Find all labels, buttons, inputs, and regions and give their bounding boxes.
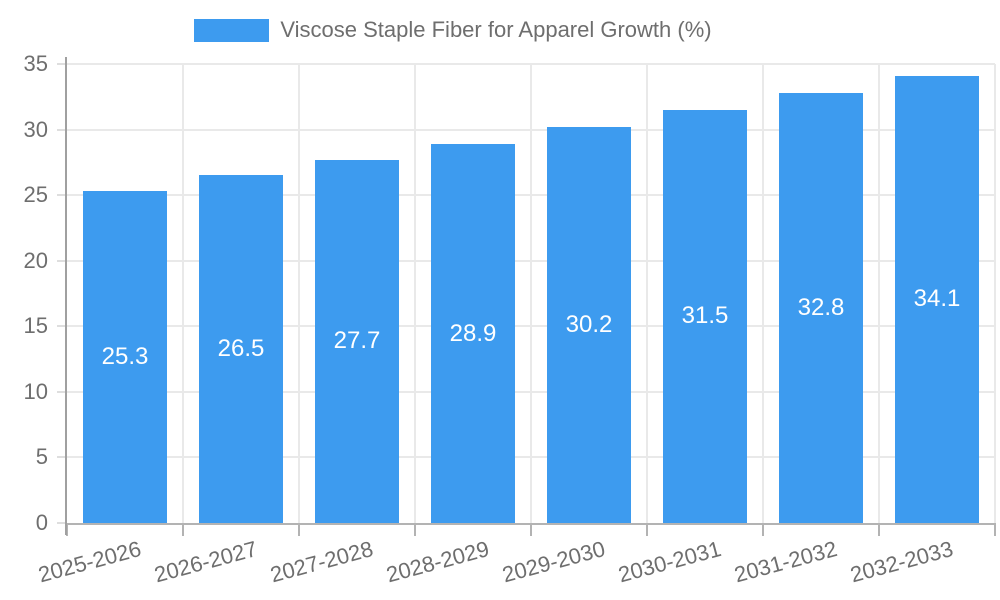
x-axis-tick — [298, 523, 300, 536]
x-tick-label: 2030-2031 — [615, 536, 724, 588]
x-axis-labels: 2025-2026 2026-2027 2027-2028 2028-2029 2029… — [35, 536, 995, 600]
bar[interactable]: 32.8 — [779, 92, 863, 523]
bar-value-label: 25.3 — [101, 343, 149, 371]
y-axis-line — [65, 57, 67, 535]
x-tick-label: 2026-2027 — [151, 536, 260, 588]
gridline-vertical — [530, 64, 532, 523]
y-axis-tick — [57, 63, 67, 65]
x-axis-tick — [530, 523, 532, 536]
y-axis-tick — [57, 259, 67, 262]
x-axis-tick — [878, 523, 880, 536]
y-axis-tick — [57, 390, 67, 393]
x-tick-label: 2032-2033 — [847, 536, 956, 588]
y-tick-label: 30 — [23, 116, 48, 142]
gridline-vertical — [878, 64, 880, 523]
bar[interactable]: 25.3 — [83, 191, 167, 523]
bar-value-label: 26.5 — [217, 335, 265, 363]
y-axis-tick — [57, 456, 67, 459]
y-tick-label: 15 — [23, 313, 48, 339]
x-axis-tick — [182, 523, 184, 536]
bar-value-label: 32.8 — [797, 293, 845, 321]
plot-area: 25.3 26.5 27.7 28.9 30.2 31.5 32.8 34.1 — [57, 57, 996, 536]
y-axis-tick — [57, 522, 67, 524]
bar[interactable]: 26.5 — [199, 175, 283, 523]
gridline-vertical — [414, 64, 416, 523]
y-tick-label: 5 — [35, 444, 48, 470]
x-tick-label: 2025-2026 — [35, 536, 144, 588]
bar[interactable]: 30.2 — [547, 126, 631, 523]
bar[interactable]: 27.7 — [315, 159, 399, 523]
bar-value-label: 31.5 — [681, 302, 729, 330]
y-axis-tick — [57, 128, 67, 131]
x-tick-label: 2029-2030 — [499, 536, 608, 588]
bar-value-label: 34.1 — [913, 285, 961, 313]
y-tick-label: 10 — [23, 378, 48, 404]
bar[interactable]: 31.5 — [663, 109, 747, 523]
legend[interactable]: Viscose Staple Fiber for Apparel Growth … — [0, 15, 906, 45]
x-tick-label: 2031-2032 — [731, 536, 840, 588]
bar[interactable]: 34.1 — [895, 75, 979, 523]
x-axis-tick — [66, 523, 68, 536]
y-tick-label: 0 — [35, 510, 48, 535]
bar-value-label: 27.7 — [333, 327, 381, 355]
legend-swatch — [194, 18, 270, 42]
y-axis-tick — [57, 325, 67, 328]
bar-value-label: 28.9 — [449, 319, 497, 347]
gridline-vertical — [762, 64, 764, 523]
x-axis-tick — [414, 523, 416, 536]
gridline-vertical — [646, 64, 648, 523]
x-axis-tick — [762, 523, 764, 536]
y-tick-label: 35 — [23, 51, 48, 76]
y-tick-label: 25 — [23, 182, 48, 208]
legend-label: Viscose Staple Fiber for Apparel Growth … — [280, 17, 712, 42]
y-axis-tick — [57, 194, 67, 197]
x-tick-label: 2028-2029 — [383, 536, 492, 588]
y-tick-label: 20 — [23, 247, 48, 273]
bar[interactable]: 28.9 — [431, 144, 515, 523]
x-axis-line — [67, 523, 995, 525]
gridline-vertical — [298, 64, 300, 523]
x-axis-tick — [646, 523, 648, 536]
gridline-vertical — [994, 64, 996, 523]
bar-value-label: 30.2 — [565, 310, 613, 338]
gridline-vertical — [182, 64, 184, 523]
x-axis-tick — [994, 523, 996, 536]
x-tick-label: 2027-2028 — [267, 536, 376, 588]
